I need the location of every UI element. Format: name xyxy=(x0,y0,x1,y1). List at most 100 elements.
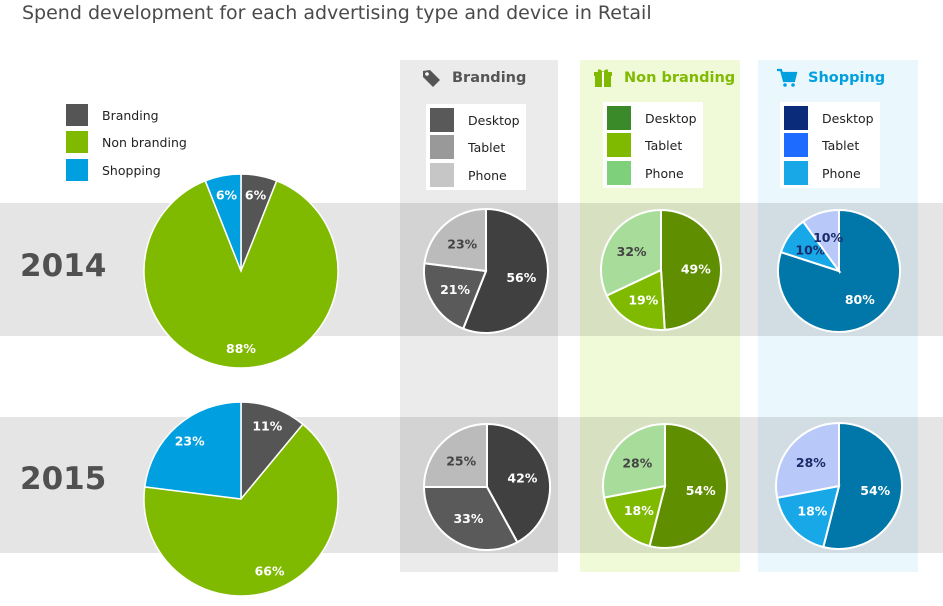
legend-label-branding: Branding xyxy=(102,107,159,123)
legend-swatch-non-branding xyxy=(66,131,88,153)
pie-label-phone: 28% xyxy=(796,455,826,470)
pie-2014-advertising-type: 6% 88% 6% xyxy=(143,173,339,369)
shopping-device-desktop: Desktop xyxy=(784,105,874,131)
shopping-column-title: Shopping xyxy=(776,67,885,89)
legend-item-non-branding: Non branding xyxy=(66,131,187,153)
pie-label-branding: 11% xyxy=(252,418,282,433)
tag-icon xyxy=(423,70,440,87)
shopping-label-desktop: Desktop xyxy=(822,110,874,126)
pie-2015-shopping-devices: 54% 18% 28% xyxy=(775,421,903,550)
gift-icon xyxy=(594,69,612,87)
pie-label-tablet: 18% xyxy=(797,504,827,519)
pie-label-phone: 25% xyxy=(446,454,476,469)
pie-slice-tablet xyxy=(422,486,519,551)
pie-slice-shopping xyxy=(143,401,242,500)
pie-slice-phone xyxy=(801,208,840,275)
pie-slice-phone xyxy=(775,421,840,499)
non-branding-column-title: Non branding xyxy=(592,67,735,89)
pie-slice-tablet xyxy=(775,484,841,549)
branding-label-phone: Phone xyxy=(468,167,507,183)
branding-swatch-phone xyxy=(430,163,454,187)
pie-slice-phone xyxy=(422,422,488,488)
pie-slice-desktop xyxy=(486,422,551,544)
non-branding-device-tablet: Tablet xyxy=(607,132,682,158)
branding-device-phone: Phone xyxy=(430,162,507,188)
branding-column-title: Branding xyxy=(420,67,526,89)
shopping-label-phone: Phone xyxy=(822,165,861,181)
legend-label-shopping: Shopping xyxy=(102,162,161,178)
cart-icon xyxy=(777,68,798,87)
pie-label-desktop: 54% xyxy=(860,483,890,498)
year-label-2015: 2015 xyxy=(20,461,107,497)
shopping-swatch-tablet xyxy=(784,133,808,157)
non-branding-label-phone: Phone xyxy=(645,165,684,181)
pie-2014-branding-devices: 56% 21% 23% xyxy=(423,207,549,334)
pie-slice-desktop xyxy=(660,208,722,331)
branding-title-text: Branding xyxy=(452,70,527,86)
pie-label-shopping: 6% xyxy=(216,187,238,202)
pie-slice-non-branding xyxy=(143,179,339,369)
branding-label-tablet: Tablet xyxy=(468,139,506,155)
shopping-title-text: Shopping xyxy=(808,70,886,86)
pie-slice-branding xyxy=(240,401,304,502)
pie-label-phone: 10% xyxy=(813,230,843,245)
year-label-2014: 2014 xyxy=(20,248,107,284)
branding-device-legend: Desktop Tablet Phone xyxy=(426,104,526,190)
pie-2014-shopping-devices: 80% 10%10% xyxy=(777,208,901,333)
pie-label-non-branding: 88% xyxy=(226,341,256,356)
pie-label-branding: 6% xyxy=(245,187,267,202)
branding-label-desktop: Desktop xyxy=(468,112,520,128)
pie-label-tablet: 10% xyxy=(795,243,825,258)
shopping-label-tablet: Tablet xyxy=(822,137,860,153)
shopping-device-tablet: Tablet xyxy=(784,132,859,158)
pie-label-phone: 28% xyxy=(622,456,652,471)
pie-2015-branding-devices: 42% 33% 25% xyxy=(422,422,551,551)
non-branding-swatch-tablet xyxy=(607,133,631,157)
pie-2014-non-branding-devices: 49% 19% 32% xyxy=(600,208,722,331)
shopping-device-phone: Phone xyxy=(784,160,861,186)
pie-slice-desktop xyxy=(461,207,549,334)
non-branding-swatch-phone xyxy=(607,161,631,185)
branding-swatch-desktop xyxy=(430,108,454,132)
pie-label-non-branding: 66% xyxy=(255,564,285,579)
pie-slice-phone xyxy=(600,208,662,297)
pie-label-phone: 23% xyxy=(447,237,477,252)
legend-label-non-branding: Non branding xyxy=(102,134,187,150)
pie-label-desktop: 49% xyxy=(681,261,711,276)
pie-label-desktop: 80% xyxy=(845,292,875,307)
non-branding-device-legend: Desktop Tablet Phone xyxy=(603,102,703,188)
pie-label-phone: 32% xyxy=(617,244,647,259)
pie-label-tablet: 19% xyxy=(628,292,658,307)
legend-swatch-branding xyxy=(66,104,88,126)
pie-label-tablet: 21% xyxy=(440,282,470,297)
non-branding-device-phone: Phone xyxy=(607,160,684,186)
pie-label-tablet: 33% xyxy=(453,511,483,526)
branding-device-tablet: Tablet xyxy=(430,134,505,160)
non-branding-label-tablet: Tablet xyxy=(645,137,683,153)
pie-label-desktop: 54% xyxy=(686,483,716,498)
non-branding-label-desktop: Desktop xyxy=(645,110,697,126)
branding-swatch-tablet xyxy=(430,135,454,159)
shopping-swatch-desktop xyxy=(784,106,808,130)
pie-slice-desktop xyxy=(648,422,728,549)
pie-slice-shopping xyxy=(204,173,242,272)
pie-label-tablet: 18% xyxy=(624,503,654,518)
non-branding-device-desktop: Desktop xyxy=(607,105,697,131)
pie-label-shopping: 23% xyxy=(175,433,205,448)
pie-slice-desktop xyxy=(822,421,903,550)
pie-slice-tablet xyxy=(605,268,666,331)
pie-slice-tablet xyxy=(602,484,667,548)
legend-swatch-shopping xyxy=(66,159,88,181)
pie-label-desktop: 42% xyxy=(507,470,537,485)
pie-slice-phone xyxy=(602,422,666,499)
chart-title: Spend development for each advertising t… xyxy=(22,2,652,24)
pie-2015-advertising-type: 11% 66% 23% xyxy=(143,401,339,597)
pie-slice-non-branding xyxy=(143,423,339,597)
pie-slice-tablet xyxy=(423,262,488,330)
shopping-device-legend: Desktop Tablet Phone xyxy=(780,102,880,188)
pie-slice-phone xyxy=(423,207,487,273)
shopping-swatch-phone xyxy=(784,161,808,185)
pie-label-desktop: 56% xyxy=(506,270,536,285)
legend-item-shopping: Shopping xyxy=(66,159,161,181)
non-branding-swatch-desktop xyxy=(607,106,631,130)
